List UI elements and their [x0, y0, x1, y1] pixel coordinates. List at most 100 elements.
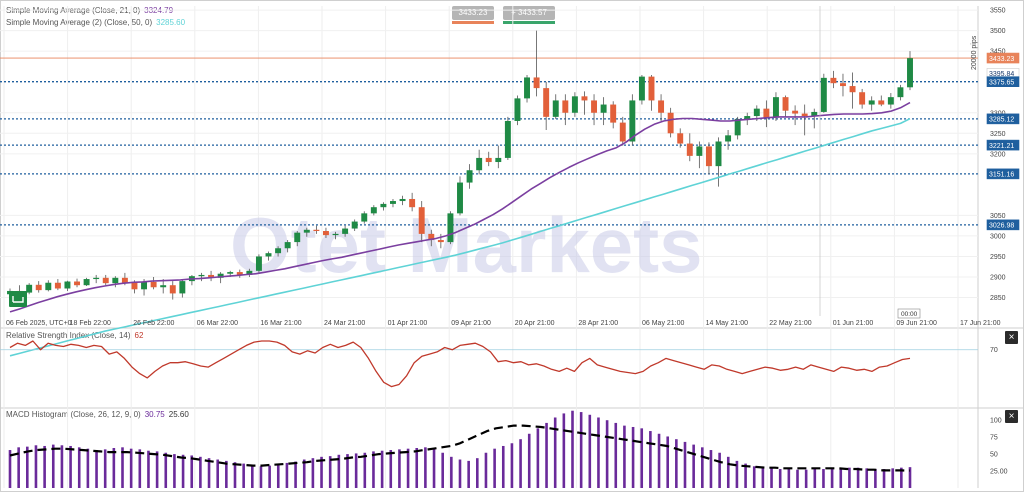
candle-body: [504, 120, 511, 158]
price-tag-label: 3375.65: [989, 79, 1014, 86]
candle-body: [83, 279, 90, 286]
macd-histogram-bar: [51, 444, 55, 488]
candle-body: [533, 77, 540, 89]
sma50-line: [9, 117, 911, 357]
macd-histogram-bar: [874, 469, 877, 488]
sell-price-box[interactable]: 3433.23: [452, 6, 494, 20]
candle-body: [399, 198, 406, 202]
macd-histogram-bar: [770, 468, 773, 488]
macd-histogram-bar: [527, 433, 531, 488]
macd-histogram-bar: [268, 465, 271, 488]
time-axis-label: 16 Mar 21:00: [260, 320, 301, 327]
candle-body: [380, 203, 387, 208]
candle-body: [351, 221, 358, 229]
candle-body: [715, 141, 722, 167]
macd-histogram-bar: [467, 460, 470, 488]
macd-histogram-bar: [476, 458, 479, 488]
candle-body: [878, 100, 885, 105]
macd-histogram-bar: [17, 447, 20, 488]
macd-histogram-bar: [259, 466, 263, 488]
candle-body: [45, 282, 52, 291]
candle-body: [705, 146, 712, 167]
candle-body: [744, 116, 751, 119]
time-axis-label: 06 Mar 22:00: [197, 320, 238, 327]
macd-histogram-bar: [398, 449, 401, 488]
macd-histogram-bar: [735, 460, 739, 488]
candle-body: [581, 96, 588, 101]
macd-histogram-bar: [302, 459, 306, 488]
candle-body: [217, 273, 224, 278]
time-axis-label: 01 Jun 21:00: [833, 320, 874, 327]
macd-tick-label: 50: [990, 452, 998, 459]
macd-histogram-bar: [26, 446, 29, 488]
candle-body: [437, 240, 444, 243]
price-tag-box: [986, 219, 1020, 231]
macd-histogram-bar: [441, 452, 444, 488]
candle-body: [648, 76, 655, 101]
rsi-legend-value: 62: [134, 331, 144, 340]
sma50-legend-value: 3285.60: [156, 18, 186, 27]
time-axis-label: 17 Jun 21:00: [960, 320, 1001, 327]
candle-body: [370, 207, 377, 214]
macd-histogram-bar: [173, 454, 176, 488]
candle-body: [792, 110, 799, 114]
candle-body: [524, 77, 530, 99]
macd-histogram-bar: [103, 449, 107, 488]
macd-histogram-bar: [8, 450, 12, 488]
macd-histogram-bar: [251, 464, 254, 488]
macd-histogram-bar: [424, 447, 427, 488]
buy-price-box[interactable]: + 3433.57: [503, 6, 555, 20]
macd-histogram-bar: [865, 468, 869, 488]
time-axis-label: 09 Apr 21:00: [451, 320, 491, 327]
candle-body: [227, 272, 234, 274]
candle-body: [753, 108, 760, 117]
sell-underline: [452, 21, 494, 24]
macd-histogram-bar: [848, 467, 851, 488]
macd-histogram-bar: [657, 433, 661, 488]
rsi-legend[interactable]: Relative Strength Index (Close, 14) 62: [6, 331, 143, 340]
macd-histogram-bar: [147, 450, 150, 488]
macd-histogram-bar: [155, 451, 159, 488]
macd-histogram-bar: [129, 448, 133, 488]
sma50-legend[interactable]: Simple Moving Average (2) (Close, 50, 0)…: [6, 18, 185, 27]
macd-signal-line: [9, 424, 911, 472]
macd-histogram-bar: [623, 425, 626, 488]
macd-tick-label: 75: [990, 435, 998, 442]
candle-body: [26, 284, 33, 293]
time-axis-label: 06 May 21:00: [642, 320, 685, 327]
time-axis-label: 09 Jun 21:00: [896, 320, 937, 327]
candle-body: [150, 281, 157, 288]
candle-body: [686, 143, 693, 156]
macd-histogram-bar: [536, 428, 540, 488]
sma50-legend-name: Simple Moving Average (2) (Close, 50, 0): [6, 18, 153, 27]
macd-histogram-bar: [60, 445, 64, 488]
macd-legend[interactable]: MACD Histogram (Close, 26, 12, 9, 0) 30.7…: [6, 410, 189, 419]
macd-histogram-bar: [631, 426, 635, 488]
rsi-legend-name: Relative Strength Index (Close, 14): [6, 331, 131, 340]
macd-histogram-bar: [778, 469, 782, 488]
macd-close-button[interactable]: ×: [1005, 410, 1018, 423]
price-tag-box: [986, 76, 1020, 87]
price-tag-label: 3026.98: [989, 223, 1014, 230]
macd-histogram-bar: [501, 445, 505, 488]
macd-histogram-bar: [726, 456, 730, 488]
candle-body: [734, 118, 741, 136]
candle-body: [255, 256, 262, 271]
macd-histogram-bar: [830, 469, 834, 488]
macd-histogram-bar: [346, 454, 349, 488]
rsi-tick-label: 70: [990, 347, 998, 354]
candle-body: [619, 122, 626, 142]
macd-histogram-bar: [761, 467, 765, 488]
candle-body: [265, 253, 272, 257]
macd-histogram-bar: [285, 462, 289, 488]
candle-body: [763, 108, 770, 118]
candle-body: [246, 270, 253, 275]
price-tag-label: 3433.23: [989, 56, 1014, 63]
crosshair-time-box: [897, 308, 921, 319]
candle-body: [677, 133, 684, 144]
candle-body: [121, 277, 128, 283]
candle-body: [409, 198, 416, 208]
macd-histogram-bar: [562, 413, 566, 488]
rsi-close-button[interactable]: ×: [1005, 331, 1018, 344]
